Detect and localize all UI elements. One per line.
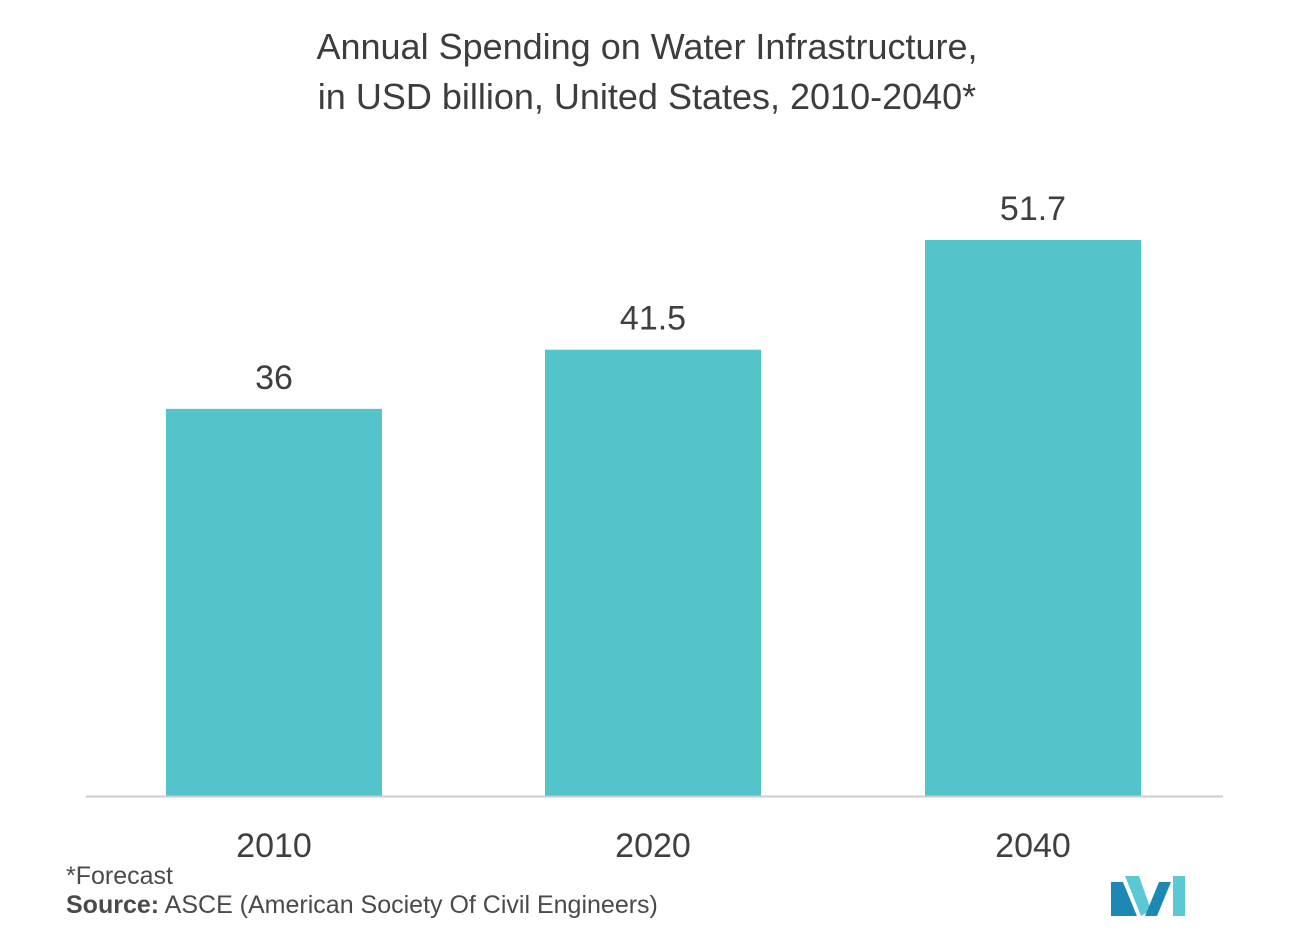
mordor-intelligence-logo-icon	[1111, 876, 1185, 916]
source-label: Source:	[66, 891, 160, 919]
bar-2040	[925, 240, 1141, 796]
chart-title-line-2: in USD billion, United States, 2010-2040…	[317, 76, 977, 117]
bar-2020	[545, 349, 761, 796]
forecast-note: *Forecast	[66, 862, 173, 890]
source-text: ASCE (American Society Of Civil Engineer…	[159, 891, 658, 919]
data-label-2010: 36	[255, 359, 293, 397]
labels-group: 36 2010 41.5 2020 51.7 2040	[236, 190, 1071, 865]
bars-group	[166, 240, 1141, 796]
chart-title: Annual Spending on Water Infrastructure,…	[0, 22, 1294, 122]
bar-2010	[166, 408, 382, 796]
source-note: Source: ASCE (American Society Of Civil …	[66, 891, 658, 920]
chart-title-line-1: Annual Spending on Water Infrastructure,	[316, 26, 978, 67]
data-label-2020: 41.5	[620, 300, 686, 338]
data-label-2040: 51.7	[1000, 190, 1066, 228]
x-tick-label-2020: 2020	[615, 827, 691, 865]
x-tick-label-2040: 2040	[995, 827, 1071, 865]
chart-footnote: *Forecast Source: ASCE (American Society…	[66, 862, 658, 920]
x-tick-label-2010: 2010	[236, 827, 312, 865]
